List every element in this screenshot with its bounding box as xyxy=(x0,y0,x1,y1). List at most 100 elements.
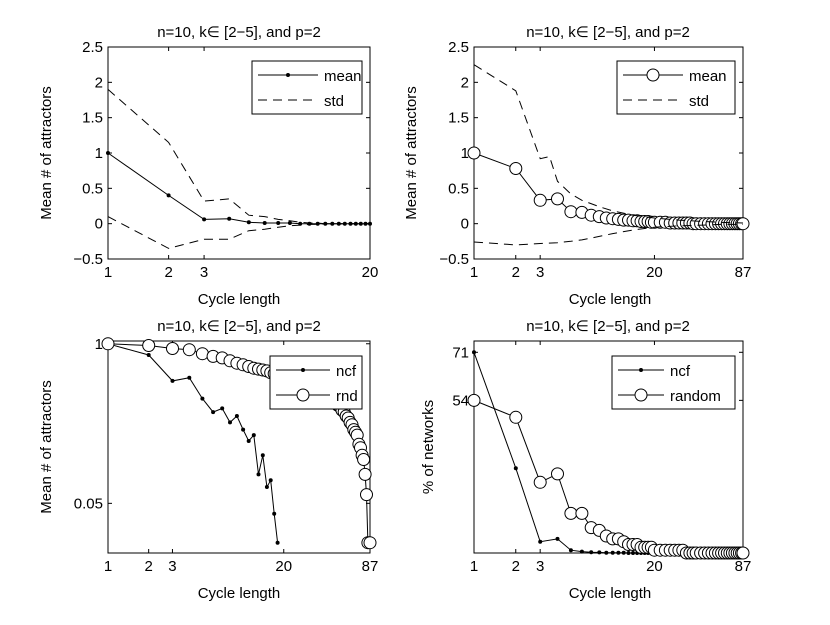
x-tick-label: 2 xyxy=(512,264,520,281)
data-point-ncf xyxy=(228,420,232,425)
x-tick-label: 3 xyxy=(168,558,176,575)
data-point-random xyxy=(736,546,750,560)
legend-random-marker xyxy=(634,388,648,402)
x-tick-label: 1 xyxy=(470,264,478,281)
legend: mean std xyxy=(616,60,736,115)
data-point-ncf xyxy=(626,551,631,555)
data-point-rnd xyxy=(195,347,209,361)
legend: mean std xyxy=(251,60,363,115)
y-axis-label: % of networks xyxy=(420,400,437,494)
y-ticks: −0.5 0 0.5 1 1.5 2 2.5 xyxy=(73,39,370,268)
y-tick-label: 1 xyxy=(95,336,103,353)
panel-3: n=10, k∈ [2−5], and p=2 Cycle length Mea… xyxy=(38,318,378,602)
panel-2: n=10, k∈ [2−5], and p=2 Cycle length Mea… xyxy=(403,24,751,308)
y-axis-label: Mean # of attractors xyxy=(38,380,55,513)
y-tick-label: 2.5 xyxy=(82,39,103,56)
series-line-std-lower xyxy=(473,223,743,246)
y-tick-label: 71 xyxy=(452,344,469,361)
x-tick-label: 2 xyxy=(164,264,172,281)
data-point-ncf xyxy=(234,414,239,418)
data-point-mean xyxy=(509,162,523,175)
data-point-mean xyxy=(467,146,481,160)
data-point-ncf xyxy=(275,540,280,545)
legend-box xyxy=(611,355,736,410)
data-point-mean xyxy=(262,221,267,225)
data-point-ncf xyxy=(589,550,594,555)
data-point-ncf xyxy=(264,485,269,489)
y-tick-label: 2 xyxy=(95,74,103,91)
data-point-ncf xyxy=(472,350,476,355)
data-point-rnd xyxy=(360,488,373,502)
y-tick-label: 0 xyxy=(461,216,469,233)
y-axis-label: Mean # of attractors xyxy=(403,86,420,219)
legend-std-label: std xyxy=(324,93,344,110)
x-tick-label: 20 xyxy=(646,558,663,575)
x-axis-label: Cycle length xyxy=(198,585,281,602)
legend-random-label: random xyxy=(670,388,721,405)
series xyxy=(467,350,750,560)
data-point-ncf xyxy=(616,550,621,555)
data-point-rnd xyxy=(358,467,372,481)
panel-title: n=10, k∈ [2−5], and p=2 xyxy=(526,24,690,41)
data-point-mean xyxy=(330,221,335,226)
data-point-random xyxy=(467,393,481,407)
x-tick-label: 20 xyxy=(362,264,379,281)
x-axis-label: Cycle length xyxy=(198,291,281,308)
legend-mean-label: mean xyxy=(689,68,727,85)
x-tick-label: 87 xyxy=(735,558,752,575)
panel-title: n=10, k∈ [2−5], and p=2 xyxy=(157,24,321,41)
panel-title: n=10, k∈ [2−5], and p=2 xyxy=(526,318,690,335)
data-point-mean xyxy=(307,221,312,226)
y-ticks: 54 71 xyxy=(452,344,743,409)
y-tick-label: 0.05 xyxy=(74,495,103,512)
panel-title: n=10, k∈ [2−5], and p=2 xyxy=(157,318,321,335)
x-ticks: 1 2 3 20 87 xyxy=(470,47,751,281)
legend-ncf-label: ncf xyxy=(670,363,691,380)
x-ticks: 1 2 3 20 xyxy=(104,47,379,281)
x-tick-label: 20 xyxy=(275,558,292,575)
legend: ncf rnd xyxy=(269,355,363,410)
data-point-ncf xyxy=(568,548,573,553)
x-tick-label: 1 xyxy=(470,558,478,575)
x-tick-label: 3 xyxy=(536,264,544,281)
data-point-ncf xyxy=(610,550,615,555)
x-tick-label: 87 xyxy=(362,558,379,575)
data-point-ncf xyxy=(268,478,273,483)
data-point-random xyxy=(564,506,578,520)
series-line-std-lower xyxy=(107,216,370,249)
x-tick-label: 1 xyxy=(104,558,112,575)
data-point-ncf xyxy=(621,550,626,555)
data-point-random xyxy=(509,410,523,424)
data-point-rnd xyxy=(363,536,377,550)
data-point-rnd xyxy=(182,343,196,357)
data-point-ncf xyxy=(597,550,602,555)
data-point-mean xyxy=(551,192,564,206)
y-axis-label: Mean # of attractors xyxy=(38,86,55,219)
data-point-mean xyxy=(166,193,171,198)
data-point-ncf xyxy=(220,406,225,411)
y-tick-label: 0.5 xyxy=(82,180,103,197)
data-point-rnd xyxy=(101,337,115,351)
data-point-ncf xyxy=(272,511,277,516)
x-axis-label: Cycle length xyxy=(569,585,652,602)
data-point-mean xyxy=(276,221,281,225)
data-point-ncf xyxy=(211,410,216,415)
legend-mean-marker xyxy=(646,68,660,82)
data-point-random xyxy=(575,506,589,520)
data-point-ncf xyxy=(251,433,256,438)
x-tick-label: 2 xyxy=(512,558,520,575)
data-point-mean xyxy=(564,205,578,219)
data-point-ncf xyxy=(187,375,192,380)
data-point-mean xyxy=(287,221,292,225)
y-tick-label: 2.5 xyxy=(448,39,469,56)
series xyxy=(467,64,750,246)
data-point-mean xyxy=(246,220,251,225)
data-point-mean xyxy=(315,221,320,226)
data-point-ncf xyxy=(555,536,560,541)
data-point-mean xyxy=(227,216,232,221)
data-point-ncf xyxy=(241,427,246,432)
legend-mean-marker xyxy=(286,73,290,77)
y-tick-label: 1 xyxy=(461,145,469,162)
y-tick-label: 1.5 xyxy=(448,110,469,127)
